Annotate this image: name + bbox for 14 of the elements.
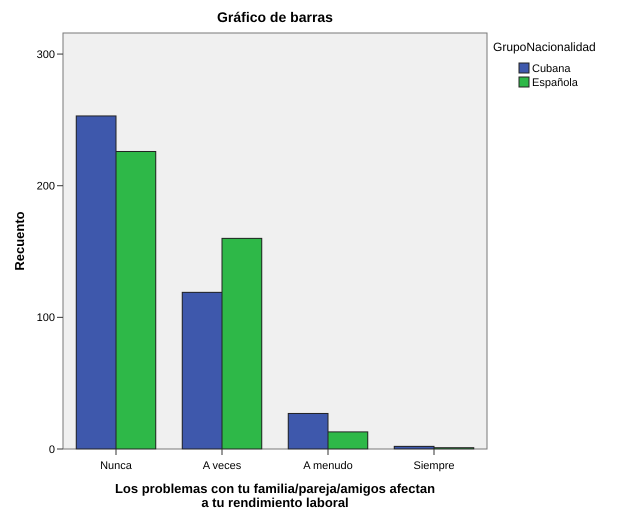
- legend-title: GrupoNacionalidad: [493, 40, 596, 54]
- x-tick-label: A menudo: [303, 460, 353, 472]
- y-tick-label: 100: [36, 312, 55, 324]
- legend-label: Española: [532, 77, 579, 89]
- chart-title: Gráfico de barras: [217, 9, 334, 25]
- y-tick-label: 300: [36, 48, 55, 61]
- x-axis-title: Los problemas con tu familia/pareja/amigos afectan a tu rendimiento laboral: [114, 481, 436, 510]
- x-tick-label: Siempre: [414, 460, 454, 472]
- y-tick-label: 0: [48, 444, 55, 456]
- y-axis-title: Recuento: [12, 211, 27, 271]
- x-tick-label: A veces: [202, 460, 242, 472]
- y-tick-label: 200: [36, 180, 55, 193]
- x-tick-label: Nunca: [100, 460, 133, 472]
- legend-label: Cubana: [532, 63, 572, 75]
